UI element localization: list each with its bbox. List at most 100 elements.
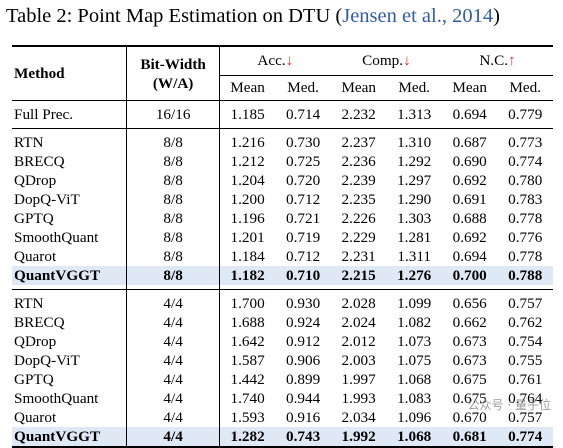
method-cell: DopQ-ViT xyxy=(12,351,128,370)
bitwidth-cell: 8/8 xyxy=(126,247,220,266)
citation-link[interactable]: Jensen et al., 2014 xyxy=(342,5,494,27)
bitwidth-cell: 8/8 xyxy=(126,152,220,171)
value-cell: 1.281 xyxy=(397,229,432,246)
method-cell: QuantVGGT xyxy=(12,266,128,285)
table-row: QDrop 8/8 1.204 0.720 2.239 1.297 0.692 0.780 xyxy=(12,171,553,190)
full-precision-row: Full Prec. 16/16 1.185 0.714 2.232 1.313 0.694… xyxy=(12,105,553,124)
group-gap xyxy=(12,128,553,133)
table-row: DopQ-ViT 4/4 1.587 0.906 2.003 1.075 0.673 0.75… xyxy=(12,351,553,370)
group-gap xyxy=(12,289,553,294)
quantvggt-8bit-row: QuantVGGT 8/8 1.182 0.710 2.215 1.276 0.700 0.7… xyxy=(12,266,553,285)
value-cell: 1.282 xyxy=(219,427,276,448)
table-row: GPTQ 4/4 1.442 0.899 1.997 1.068 0.675 0.761 xyxy=(12,370,553,389)
value-cell: 0.687 xyxy=(452,134,487,151)
value-cell: 2.024 xyxy=(341,314,376,331)
value-cell: 0.712 xyxy=(286,248,321,265)
value-cell: 0.774 xyxy=(497,427,553,448)
table-row: QDrop 4/4 1.642 0.912 2.012 1.073 0.673 0.754 xyxy=(12,332,553,351)
value-cell: 0.780 xyxy=(508,172,543,189)
bitwidth-cell: 8/8 xyxy=(126,133,220,152)
value-cell: 0.691 xyxy=(452,191,487,208)
value-cell: 0.906 xyxy=(286,352,321,369)
group-gap xyxy=(12,124,553,129)
value-cell: 0.712 xyxy=(286,191,321,208)
bitwidth-cell: 4/4 xyxy=(126,427,220,448)
method-cell: GPTQ xyxy=(12,209,128,228)
results-table: Method Bit-Width (W/A) Acc.↓ Comp.↓ N.C.↑… xyxy=(12,45,553,448)
value-cell: 1.196 xyxy=(230,210,265,227)
value-cell: 0.778 xyxy=(508,248,543,265)
method-cell: Quarot xyxy=(12,408,128,427)
value-cell: 2.226 xyxy=(341,210,376,227)
value-cell: 0.670 xyxy=(452,409,487,426)
value-cell: 1.068 xyxy=(386,427,442,448)
bitwidth-cell: 8/8 xyxy=(126,171,220,190)
value-cell: 0.930 xyxy=(286,295,321,312)
value-cell: 0.690 xyxy=(452,153,487,170)
nc-mean-header: Mean xyxy=(441,75,498,101)
value-cell: 0.912 xyxy=(286,333,321,350)
value-cell: 2.232 xyxy=(341,106,376,123)
value-cell: 1.184 xyxy=(230,248,265,265)
method-cell: BRECQ xyxy=(12,152,128,171)
value-cell: 2.231 xyxy=(341,248,376,265)
value-cell: 0.779 xyxy=(508,106,543,123)
bitwidth-cell: 4/4 xyxy=(126,389,220,408)
value-cell: 0.916 xyxy=(286,409,321,426)
header-row-2: Mean Med. Mean Med. Mean Med. xyxy=(12,75,553,101)
value-cell: 0.692 xyxy=(452,172,487,189)
table-row: Quarot 8/8 1.184 0.712 2.231 1.311 0.694 0.778 xyxy=(12,247,553,266)
method-header: Method xyxy=(12,46,128,101)
method-cell: SmoothQuant xyxy=(12,389,128,408)
value-cell: 1.204 xyxy=(230,172,265,189)
watermark: 公众号 · 量子位 xyxy=(467,398,551,412)
method-cell: QDrop xyxy=(12,332,128,351)
value-cell: 1.216 xyxy=(230,134,265,151)
value-cell: 2.229 xyxy=(341,229,376,246)
caption-prefix: Table 2: Point Map Estimation on DTU ( xyxy=(6,5,343,27)
value-cell: 0.774 xyxy=(508,153,543,170)
method-cell: Quarot xyxy=(12,247,128,266)
value-cell: 1.740 xyxy=(230,390,265,407)
bitwidth-cell: 4/4 xyxy=(126,408,220,427)
method-cell: QDrop xyxy=(12,171,128,190)
value-cell: 0.743 xyxy=(275,427,331,448)
value-cell: 1.200 xyxy=(230,191,265,208)
method-cell: Full Prec. xyxy=(12,105,128,124)
value-cell: 1.993 xyxy=(341,390,376,407)
bitwidth-cell: 8/8 xyxy=(126,190,220,209)
value-cell: 1.096 xyxy=(397,409,432,426)
value-cell: 0.675 xyxy=(452,371,487,388)
value-cell: 0.700 xyxy=(441,266,498,285)
group-gap xyxy=(12,100,553,105)
value-cell: 0.725 xyxy=(286,153,321,170)
value-cell: 0.762 xyxy=(508,314,543,331)
value-cell: 0.681 xyxy=(441,427,498,448)
method-cell: GPTQ xyxy=(12,370,128,389)
value-cell: 1.442 xyxy=(230,371,265,388)
value-cell: 1.185 xyxy=(230,106,265,123)
value-cell: 1.201 xyxy=(230,229,265,246)
table-row: RTN 8/8 1.216 0.730 2.237 1.310 0.687 0.773 xyxy=(12,133,553,152)
table-row: DopQ-ViT 8/8 1.200 0.712 2.235 1.290 0.691 0.78… xyxy=(12,190,553,209)
value-cell: 1.700 xyxy=(230,295,265,312)
value-cell: 0.656 xyxy=(452,295,487,312)
value-cell: 0.773 xyxy=(508,134,543,151)
value-cell: 0.764 xyxy=(508,390,543,407)
value-cell: 0.755 xyxy=(508,352,543,369)
method-cell: DopQ-ViT xyxy=(12,190,128,209)
value-cell: 0.694 xyxy=(452,106,487,123)
value-cell: 1.593 xyxy=(230,409,265,426)
value-cell: 1.083 xyxy=(397,390,432,407)
method-cell: SmoothQuant xyxy=(12,228,128,247)
bitwidth-cell: 8/8 xyxy=(126,228,220,247)
bitwidth-cell: 4/4 xyxy=(126,332,220,351)
value-cell: 2.235 xyxy=(341,191,376,208)
value-cell: 0.673 xyxy=(452,352,487,369)
value-cell: 1.997 xyxy=(341,371,376,388)
comp-mean-header: Mean xyxy=(330,75,387,101)
method-cell: RTN xyxy=(12,133,128,152)
value-cell: 0.776 xyxy=(508,229,543,246)
value-cell: 1.992 xyxy=(330,427,387,448)
value-cell: 1.310 xyxy=(397,134,432,151)
